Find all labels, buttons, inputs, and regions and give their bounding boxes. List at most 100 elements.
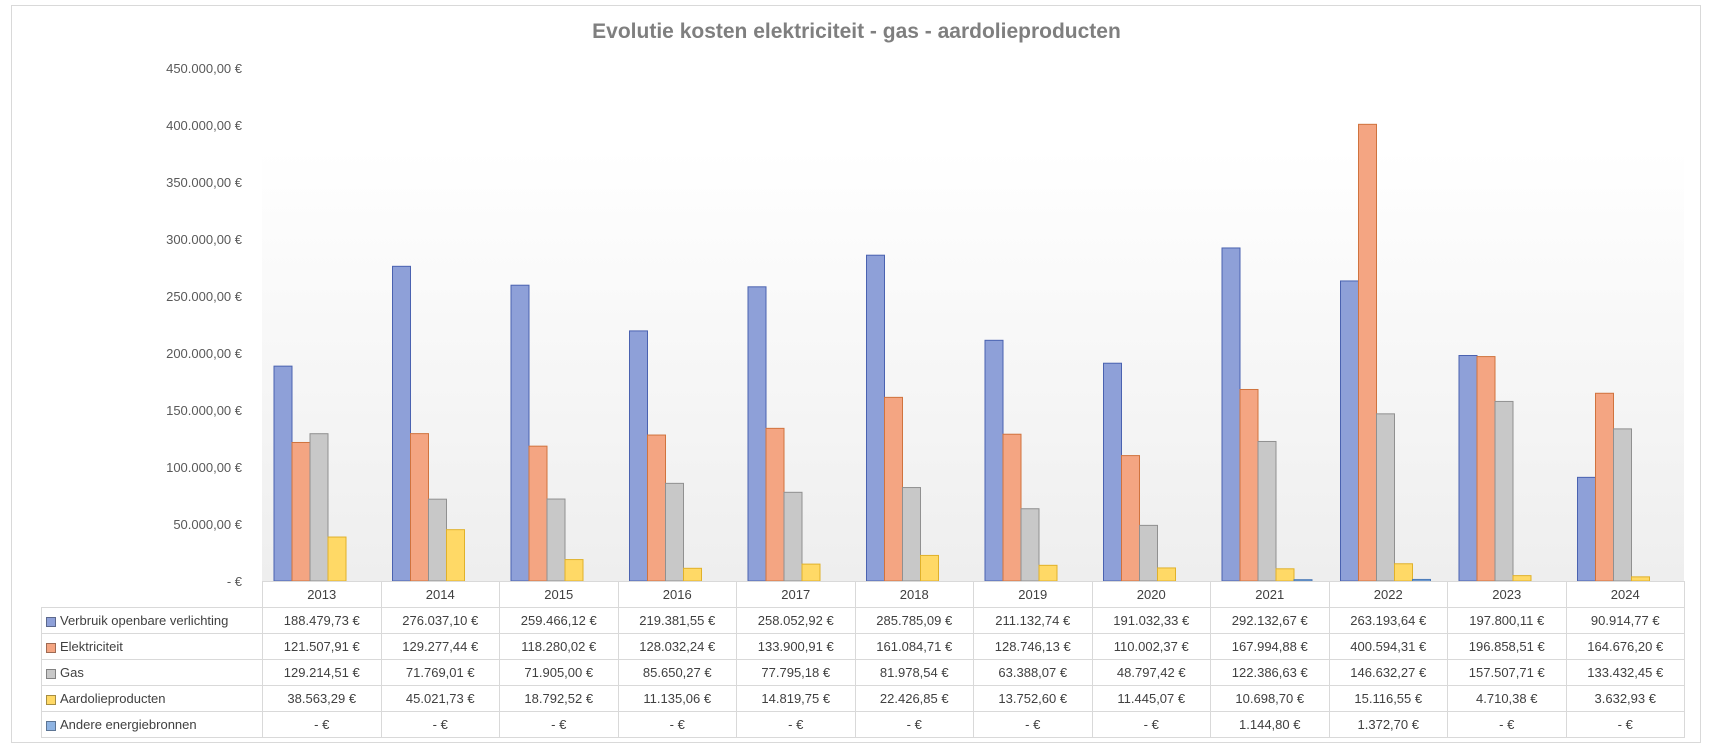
data-label: 161.084,71 €: [854, 633, 974, 660]
data-label: 263.193,64 €: [1328, 607, 1448, 634]
chart-title: Evolutie kosten elektriciteit - gas - aa…: [592, 20, 1121, 43]
data-label: 71.769,01 €: [380, 659, 500, 686]
bar-gas-2018: [902, 487, 921, 582]
x-tick-label: 2015: [499, 581, 619, 608]
data-label: 121.507,91 €: [262, 633, 382, 660]
data-label: 167.994,88 €: [1210, 633, 1330, 660]
data-label: 45.021,73 €: [380, 685, 500, 712]
bar-elektriciteit-2018: [884, 396, 903, 582]
bar-gas-2019: [1020, 508, 1040, 582]
data-label: - €: [380, 711, 500, 738]
data-label: 128.746,13 €: [973, 633, 1093, 660]
data-label: 85.650,27 €: [617, 659, 737, 686]
data-label: 146.632,27 €: [1328, 659, 1448, 686]
legend-entry: Verbruik openbare verlichting: [41, 607, 263, 634]
legend-swatch: [46, 668, 56, 679]
data-label: 77.795,18 €: [736, 659, 856, 686]
y-tick-label: 450.000,00 €: [166, 61, 243, 76]
y-tick-label: 200.000,00 €: [166, 346, 243, 361]
bar-elektriciteit-2022: [1358, 123, 1377, 582]
bar-gas-2017: [783, 491, 803, 582]
data-label: - €: [1565, 711, 1685, 738]
table-header-row: 2013 2014 2015 2016 2017 2018 2019 2020 2021 2022…: [42, 581, 1685, 608]
x-tick-label: 2022: [1328, 581, 1448, 608]
bar-verbruik-openbare-verlichting-2022: [1340, 280, 1359, 582]
bar-elektriciteit-2020: [1121, 455, 1140, 582]
data-label: 15.116,55 €: [1328, 685, 1448, 712]
data-label: 196.858,51 €: [1447, 633, 1567, 660]
data-label: 18.792,52 €: [499, 685, 619, 712]
bar-gas-2022: [1376, 413, 1395, 582]
data-label: 10.698,70 €: [1210, 685, 1330, 712]
bar-aardolieproducten-2013: [327, 536, 347, 582]
data-label: 11.135,06 €: [617, 685, 737, 712]
bar-elektriciteit-2015: [528, 445, 548, 582]
data-label: 90.914,77 €: [1565, 607, 1685, 634]
bar-verbruik-openbare-verlichting-2024: [1577, 476, 1596, 582]
bar-verbruik-openbare-verlichting-2016: [629, 330, 648, 582]
data-label: 188.479,73 €: [262, 607, 382, 634]
bar-elektriciteit-2019: [1002, 433, 1022, 582]
bar-verbruik-openbare-verlichting-2017: [747, 286, 767, 582]
data-label: 1.144,80 €: [1210, 711, 1330, 738]
bar-gas-2020: [1139, 524, 1158, 582]
data-label: 11.445,07 €: [1091, 685, 1211, 712]
x-tick-label: 2024: [1565, 581, 1685, 608]
data-label: 191.032,33 €: [1091, 607, 1211, 634]
x-tick-label: 2013: [262, 581, 382, 608]
bar-gas-2016: [665, 482, 684, 582]
bar-aardolieproducten-2020: [1157, 567, 1176, 582]
bar-andere-energiebronnen-2022: [1412, 578, 1431, 582]
x-tick-label: 2021: [1210, 581, 1330, 608]
legend-entry: Elektriciteit: [41, 633, 263, 660]
data-label: 110.002,37 €: [1091, 633, 1211, 660]
bar-gas-2023: [1494, 400, 1514, 582]
data-label: 3.632,93 €: [1565, 685, 1685, 712]
table-row: Verbruik openbare verlichting 188.479,73 …: [41, 607, 1685, 634]
legend-entry: Aardolieproducten: [41, 685, 263, 712]
bar-gas-2021: [1257, 440, 1277, 582]
bar-aardolieproducten-2016: [683, 567, 702, 582]
data-label: 63.388,07 €: [973, 659, 1093, 686]
legend-entry: Andere energiebronnen: [41, 711, 263, 738]
legend-label: Gas: [60, 665, 84, 680]
data-label: 258.052,92 €: [736, 607, 856, 634]
x-tick-label: 2014: [380, 581, 500, 608]
bar-aardolieproducten-2014: [446, 529, 465, 582]
data-label: 71.905,00 €: [499, 659, 619, 686]
data-label: 22.426,85 €: [854, 685, 974, 712]
bar-verbruik-openbare-verlichting-2023: [1458, 355, 1478, 582]
bar-aardolieproducten-2024: [1631, 576, 1650, 582]
data-label: 1.372,70 €: [1328, 711, 1448, 738]
legend-label: Elektriciteit: [60, 639, 123, 654]
bar-elektriciteit-2024: [1595, 392, 1614, 582]
bar-gas-2015: [546, 498, 566, 582]
data-label: - €: [973, 711, 1093, 738]
data-label: 129.277,44 €: [380, 633, 500, 660]
data-table: 2013 2014 2015 2016 2017 2018 2019 2020 2021 2022…: [41, 581, 1685, 738]
bar-verbruik-openbare-verlichting-2014: [392, 265, 411, 582]
data-label: 4.710,38 €: [1447, 685, 1567, 712]
table-corner: [42, 582, 263, 608]
legend-swatch: [46, 694, 56, 705]
data-label: 118.280,02 €: [499, 633, 619, 660]
table-row: Elektriciteit 121.507,91 €129.277,44 €118…: [41, 633, 1685, 660]
bar-aardolieproducten-2022: [1394, 563, 1413, 582]
data-label: 211.132,74 €: [973, 607, 1093, 634]
x-tick-label: 2019: [973, 581, 1093, 608]
bar-verbruik-openbare-verlichting-2015: [510, 284, 530, 582]
data-label: - €: [499, 711, 619, 738]
data-label: 13.752,60 €: [973, 685, 1093, 712]
data-label: 219.381,55 €: [617, 607, 737, 634]
data-label: 129.214,51 €: [262, 659, 382, 686]
data-label: 14.819,75 €: [736, 685, 856, 712]
bar-elektriciteit-2021: [1239, 388, 1259, 582]
table-row: Andere energiebronnen - € - € - € - € - € - € -…: [41, 711, 1685, 738]
y-tick-label: 150.000,00 €: [166, 403, 243, 418]
data-label: 38.563,29 €: [262, 685, 382, 712]
data-label: 276.037,10 €: [380, 607, 500, 634]
x-tick-label: 2017: [736, 581, 856, 608]
legend-label: Andere energiebronnen: [60, 717, 197, 732]
data-label: - €: [854, 711, 974, 738]
data-label: 400.594,31 €: [1328, 633, 1448, 660]
